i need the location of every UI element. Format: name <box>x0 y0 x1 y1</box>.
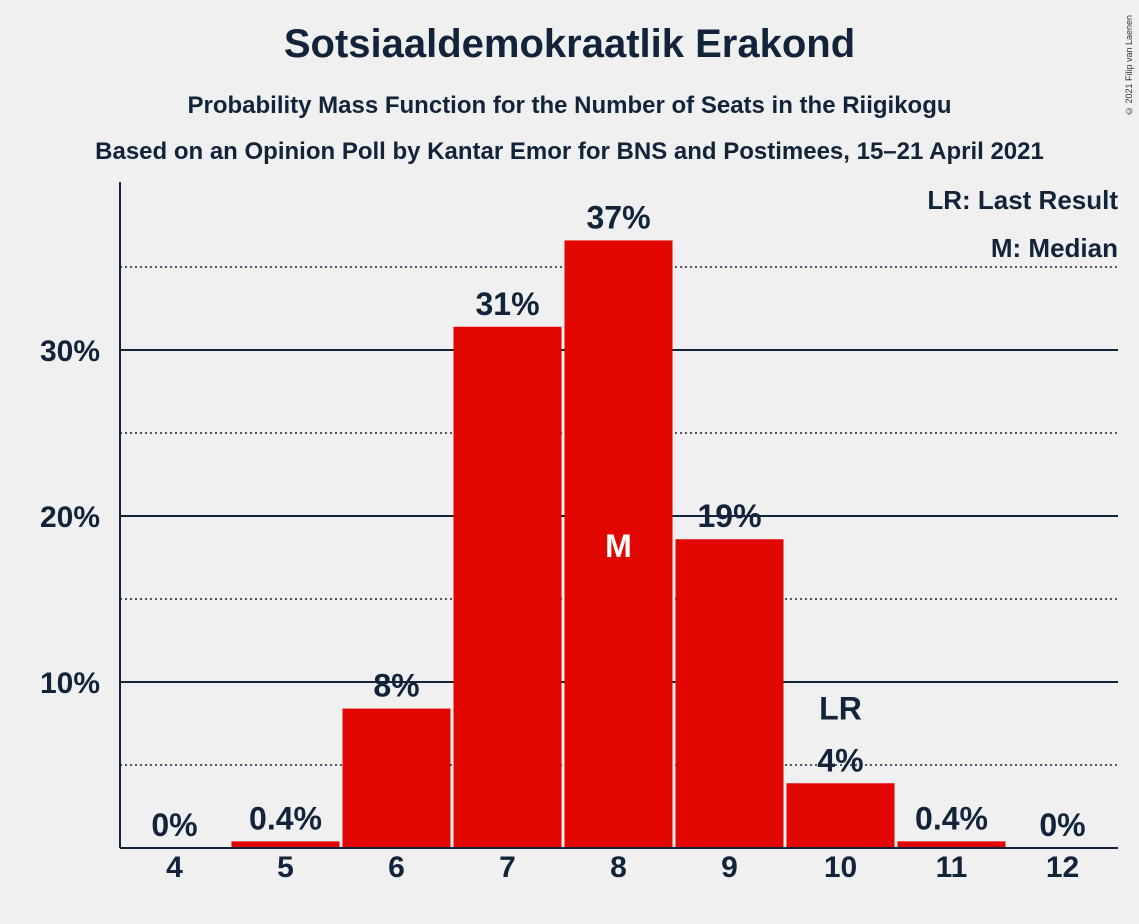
chart-subtitle: Probability Mass Function for the Number… <box>187 92 952 119</box>
x-tick-label: 4 <box>166 851 183 884</box>
bar-seats-11 <box>897 841 1006 848</box>
data-label: 0% <box>151 807 197 843</box>
data-label: 0.4% <box>249 800 322 836</box>
data-label: 0.4% <box>915 800 988 836</box>
y-tick-label: 10% <box>40 667 100 700</box>
bar-seats-10 <box>786 783 895 848</box>
last-result-marker: LR <box>819 690 862 726</box>
y-tick-label: 30% <box>40 335 100 368</box>
data-label: 8% <box>373 668 419 704</box>
bar-seats-6 <box>342 708 451 848</box>
bar-seats-5 <box>231 841 340 848</box>
chart-title: Sotsiaaldemokraatlik Erakond <box>283 22 856 66</box>
x-tick-label: 11 <box>936 851 968 884</box>
x-tick-label: 12 <box>1046 851 1079 884</box>
data-label: 31% <box>475 286 539 322</box>
legend-median: M: Median <box>991 233 1118 263</box>
data-label: 4% <box>817 742 863 778</box>
bars <box>231 240 1006 848</box>
data-label: 37% <box>586 199 650 235</box>
bar-seats-7 <box>453 326 562 848</box>
x-tick-label: 6 <box>388 851 405 884</box>
labels: 10% 20% 30% 4 5 6 7 8 9 10 11 12 0% 0.4% 8% 31% 37% 19% 4%… <box>40 199 1086 884</box>
x-tick-label: 7 <box>499 851 516 884</box>
bar-seats-8 <box>564 240 673 848</box>
data-label: 0% <box>1039 807 1085 843</box>
legend-last-result: LR: Last Result <box>927 185 1118 215</box>
chart-source: Based on an Opinion Poll by Kantar Emor … <box>95 138 1044 165</box>
median-marker: M <box>605 528 632 564</box>
bar-seats-9 <box>675 539 784 848</box>
x-tick-label: 8 <box>610 851 627 884</box>
x-tick-label: 9 <box>721 851 738 884</box>
axes <box>119 182 1118 849</box>
x-tick-label: 10 <box>824 851 857 884</box>
y-tick-label: 20% <box>40 501 100 534</box>
x-tick-label: 5 <box>277 851 294 884</box>
data-label: 19% <box>697 498 761 534</box>
